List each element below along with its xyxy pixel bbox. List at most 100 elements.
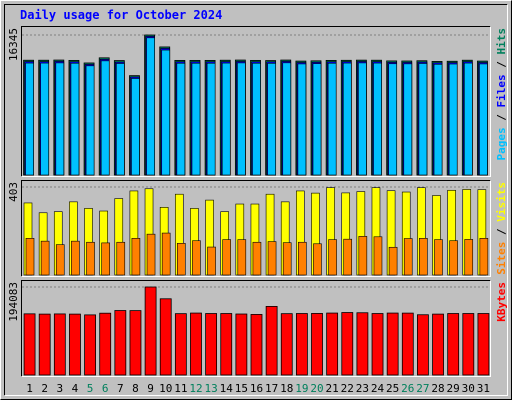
bar-kbytes	[432, 313, 444, 376]
x-tick-label: 1	[26, 382, 33, 395]
bar-kbytes	[371, 313, 384, 376]
bar-sites	[313, 243, 322, 276]
legend-kbytes: KBytes	[495, 282, 508, 322]
bar-sites	[449, 240, 458, 276]
bar-sites	[252, 241, 262, 276]
x-tick-label: 7	[117, 382, 124, 395]
bar-sites	[86, 241, 95, 276]
x-tick-label: 3	[57, 382, 64, 395]
panel-kbytes-border-light	[21, 280, 491, 377]
bar-kbytes	[356, 312, 369, 376]
legend-separator: /	[495, 108, 508, 128]
bar-kbytes	[129, 310, 142, 376]
bar-kbytes	[462, 313, 475, 376]
x-tick-label: 13	[204, 382, 217, 395]
bar-pages	[252, 62, 261, 176]
bar-pages	[448, 63, 458, 176]
bar-kbytes	[205, 313, 218, 376]
panel-kbytes: 194083 KBytes	[7, 280, 508, 377]
x-tick-label: 27	[416, 382, 429, 395]
bar-kbytes	[220, 313, 233, 376]
bar-kbytes	[386, 312, 399, 376]
x-tick-label: 9	[147, 382, 154, 395]
bar-pages	[131, 78, 140, 176]
chart-plots: 16345 Pages / Files / Hits 403 Sites / Visi…	[7, 26, 508, 377]
bar-pages	[116, 63, 125, 176]
bar-sites	[267, 241, 277, 276]
bar-kbytes	[190, 312, 202, 376]
x-tick-label: 4	[72, 382, 79, 395]
bar-pages	[176, 62, 186, 176]
bar-kbytes	[326, 312, 339, 376]
bar-sites	[419, 238, 428, 276]
bar-sites	[388, 246, 398, 276]
x-tick-label: 14	[220, 382, 234, 395]
bar-kbytes	[99, 312, 112, 376]
bar-kbytes	[53, 313, 66, 376]
bar-sites	[373, 236, 383, 276]
legend-separator: /	[495, 55, 508, 75]
legend-visits: Visits	[495, 182, 508, 222]
x-tick-label: 25	[386, 382, 399, 395]
bar-sites	[146, 233, 156, 276]
bar-sites	[237, 239, 247, 276]
panel-hits-legend: Pages / Files / Hits	[495, 28, 508, 161]
x-tick-label: 26	[401, 382, 414, 395]
bar-sites	[101, 242, 110, 276]
bar-pages	[55, 62, 65, 176]
x-tick-label: 20	[310, 382, 323, 395]
bar-sites	[343, 238, 353, 276]
bar-sites	[55, 244, 65, 276]
bar-pages	[358, 62, 367, 176]
panel-kbytes-border-dark	[21, 280, 491, 377]
bar-sites	[116, 241, 126, 276]
bar-kbytes	[477, 313, 490, 376]
x-tick-label: 11	[174, 382, 187, 395]
bar-kbytes	[235, 313, 248, 376]
bar-pages	[40, 62, 49, 176]
bar-kbytes	[174, 313, 187, 376]
legend-hits: Hits	[495, 28, 508, 55]
panel-visits-max-label: 403	[7, 182, 20, 202]
panel-visits-border-light	[21, 180, 491, 277]
bar-sites	[192, 240, 201, 276]
bar-kbytes	[250, 314, 263, 376]
bar-pages	[312, 63, 322, 176]
bar-pages	[85, 65, 95, 176]
bar-sites	[176, 243, 186, 276]
x-tick-label: 2	[41, 382, 48, 395]
panel-hits-max-label: 16345	[7, 28, 20, 61]
inner-frame-highlight	[4, 4, 508, 396]
bar-pages	[206, 62, 216, 176]
inner-frame-shadow	[4, 4, 508, 396]
legend-sites: Sites	[495, 242, 508, 275]
bar-sites	[479, 238, 489, 276]
panel-kbytes-max-label: 194083	[7, 282, 20, 322]
x-tick-label: 10	[159, 382, 172, 395]
chart-title: Daily usage for October 2024	[20, 8, 222, 22]
panel-kbytes-legend: KBytes	[495, 282, 508, 322]
bar-kbytes	[295, 313, 308, 376]
panel-visits-legend: Sites / Visits	[495, 182, 508, 275]
bar-sites	[222, 239, 231, 276]
bar-pages	[146, 37, 155, 176]
legend-separator: /	[495, 222, 508, 242]
bar-sites	[358, 236, 368, 276]
x-tick-label: 8	[132, 382, 139, 395]
bar-pages	[373, 62, 382, 176]
legend-files: Files	[495, 74, 508, 107]
bar-sites	[161, 232, 171, 276]
bar-kbytes	[84, 314, 96, 376]
bar-kbytes	[280, 313, 293, 376]
x-tick-label: 19	[295, 382, 308, 395]
bar-sites	[434, 239, 443, 276]
bar-pages	[479, 63, 488, 176]
bar-pages	[464, 62, 473, 176]
bar-kbytes	[311, 313, 323, 376]
bar-kbytes	[114, 310, 127, 376]
bar-pages	[327, 62, 337, 176]
x-tick-label: 22	[341, 382, 354, 395]
panel-hits-border-light	[21, 26, 491, 177]
